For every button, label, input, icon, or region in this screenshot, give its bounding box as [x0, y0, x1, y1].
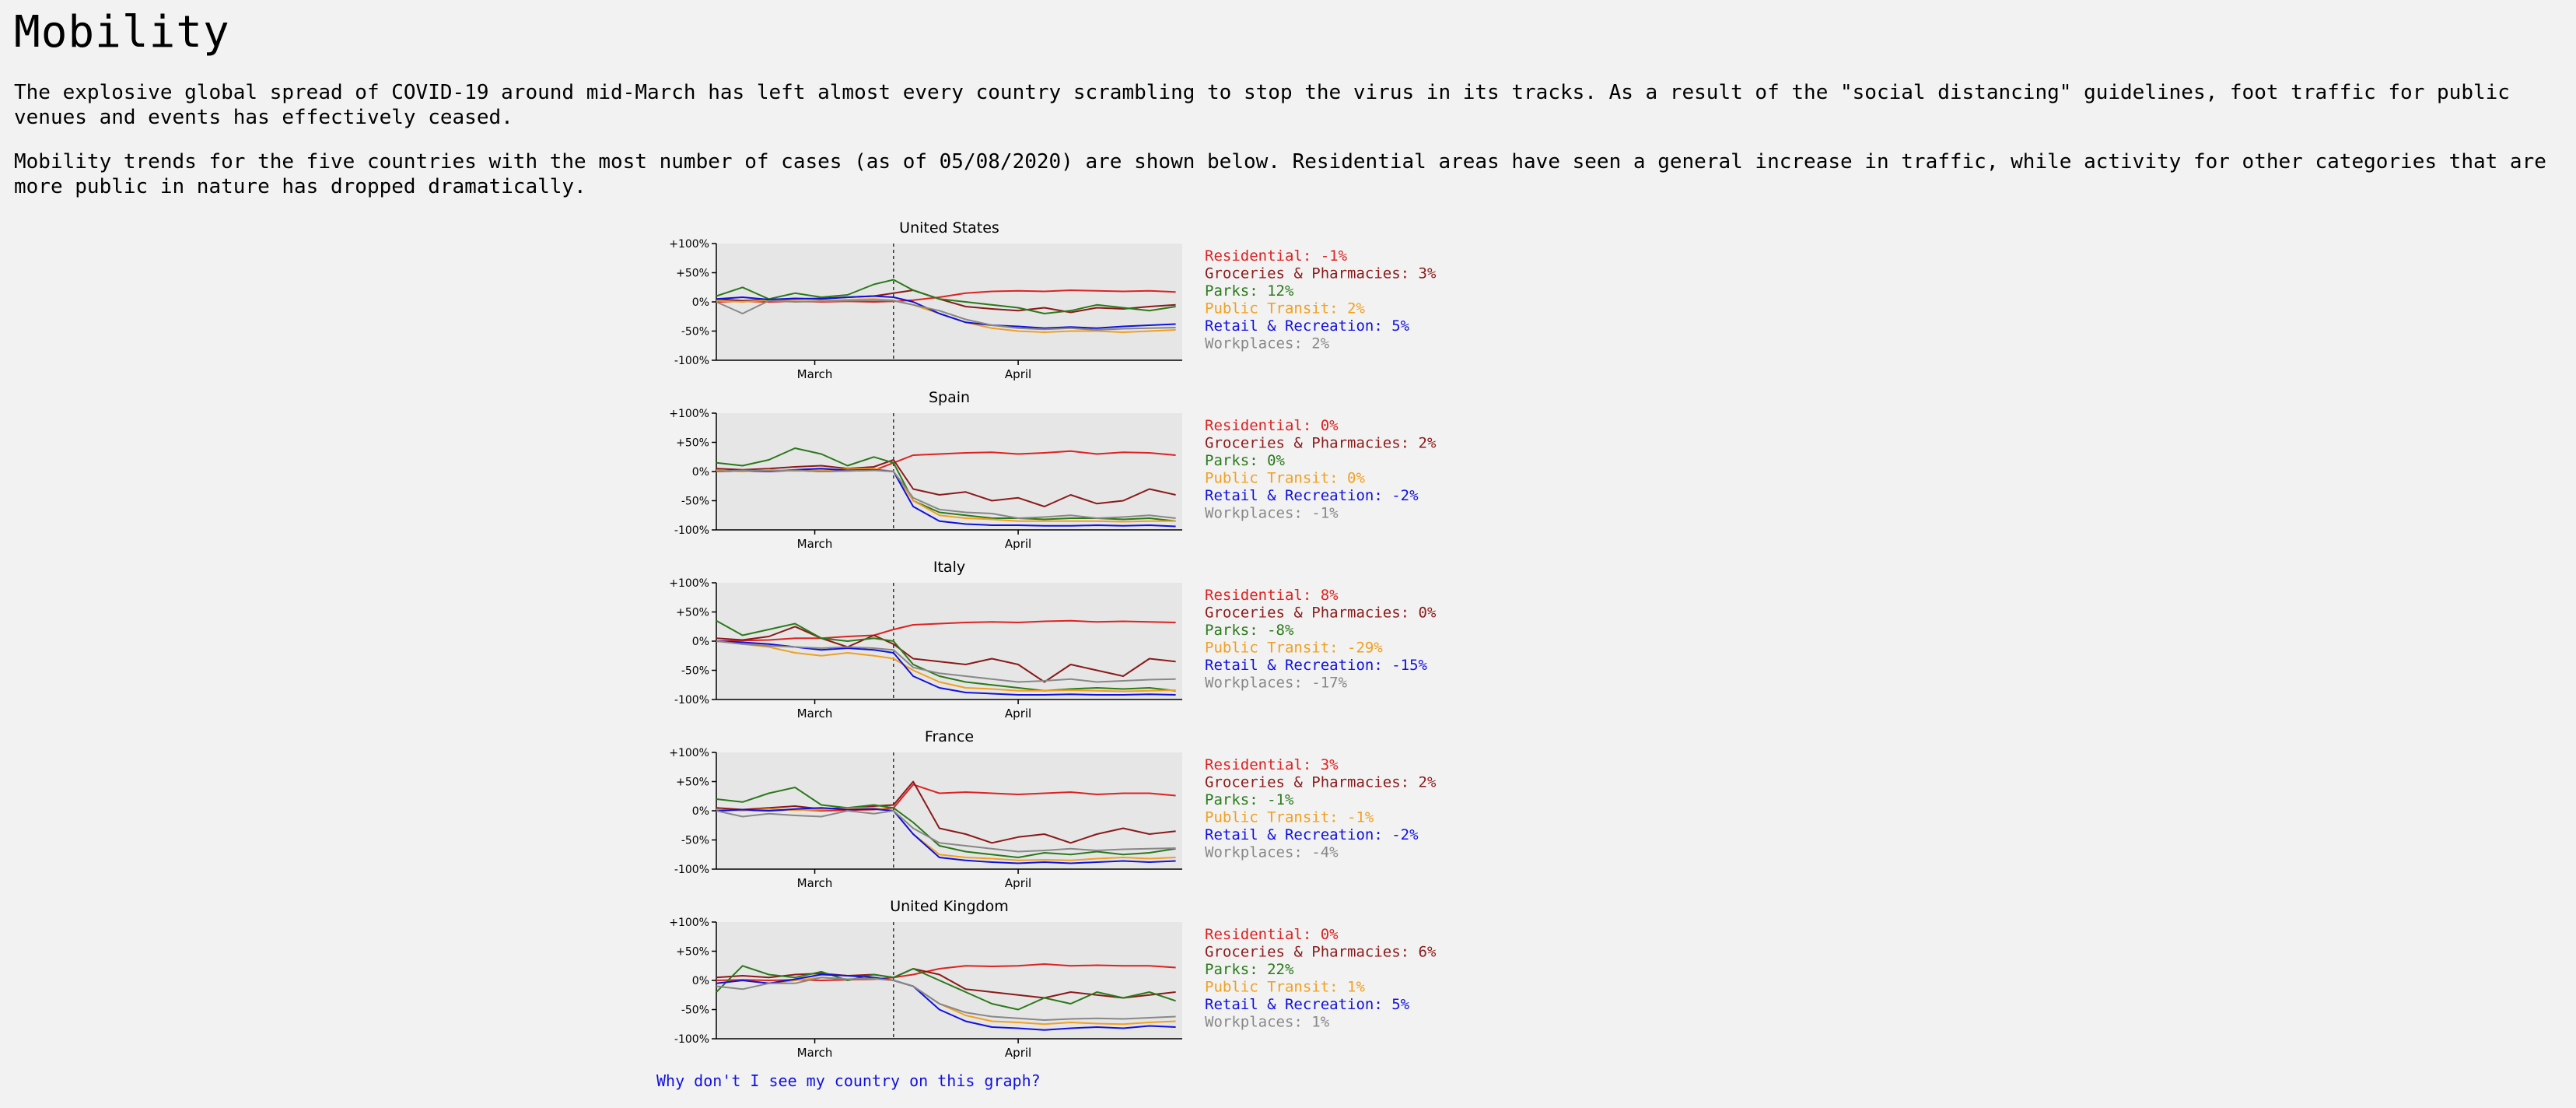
x-tick-label-france: April: [1005, 876, 1031, 890]
x-tick-label-spain: March: [797, 537, 833, 551]
legend-entry-spain: Residential: 0%: [1205, 417, 1339, 434]
series-line-france-retail-recreation: [716, 807, 1176, 864]
page-title: Mobility: [14, 7, 230, 58]
legend-entry-france: Workplaces: -4%: [1205, 844, 1339, 861]
y-tick-label-spain: +50%: [676, 437, 709, 450]
legend-entry-italy: Public Transit: -29%: [1205, 640, 1383, 657]
x-tick-label-united-kingdom: April: [1005, 1046, 1031, 1060]
chart-title-spain: Spain: [929, 389, 970, 406]
intro-paragraph: The explosive global spread of COVID-19 …: [14, 81, 2510, 129]
chart-title-united-kingdom: United Kingdom: [890, 898, 1009, 915]
series-line-france-groceries-pharmacies: [716, 780, 1176, 844]
legend-entry-france: Residential: 3%: [1205, 756, 1339, 773]
x-tick-label-united-states: April: [1005, 367, 1031, 381]
series-line-italy-workplaces: [716, 640, 1176, 683]
legend-entry-united-kingdom: Parks: 22%: [1205, 961, 1294, 978]
plot-background-italy: [716, 583, 1182, 700]
y-tick-label-france: -50%: [681, 835, 709, 847]
legend-entry-spain: Workplaces: -1%: [1205, 505, 1339, 522]
series-line-italy-residential: [716, 619, 1176, 642]
y-tick-label-spain: 0%: [692, 466, 709, 479]
y-tick-label-united-kingdom: -100%: [674, 1033, 709, 1046]
legend-entry-france: Retail & Recreation: -2%: [1205, 826, 1419, 843]
series-line-united-kingdom-groceries-pharmacies: [716, 968, 1176, 999]
legend-entry-united-states: Residential: -1%: [1205, 247, 1348, 265]
series-line-france-public-transit: [716, 807, 1176, 861]
x-tick-label-spain: April: [1005, 537, 1031, 551]
legend-entry-italy: Groceries & Pharmacies: 0%: [1205, 605, 1437, 622]
legend-entry-spain: Public Transit: 0%: [1205, 470, 1365, 487]
x-tick-label-italy: April: [1005, 707, 1031, 721]
legend-entry-france: Groceries & Pharmacies: 2%: [1205, 774, 1437, 791]
y-tick-label-france: +100%: [669, 747, 709, 759]
legend-entry-united-states: Retail & Recreation: 5%: [1205, 317, 1410, 335]
legend-entry-united-kingdom: Workplaces: 1%: [1205, 1014, 1330, 1031]
y-tick-label-spain: +100%: [669, 408, 709, 420]
series-line-france-workplaces: [716, 810, 1176, 853]
y-tick-label-france: -100%: [674, 864, 709, 876]
y-tick-label-united-kingdom: +50%: [676, 946, 709, 959]
x-tick-label-united-states: March: [797, 367, 833, 381]
why-no-country-link[interactable]: Why don't I see my country on this graph…: [656, 1071, 1041, 1090]
legend-entry-france: Public Transit: -1%: [1205, 809, 1374, 826]
y-tick-label-italy: -100%: [674, 694, 709, 707]
y-tick-label-united-states: +50%: [676, 268, 709, 280]
legend-entry-italy: Parks: -8%: [1205, 622, 1294, 639]
series-line-spain-groceries-pharmacies: [716, 459, 1176, 507]
y-tick-label-united-kingdom: 0%: [692, 975, 709, 987]
legend-entry-united-kingdom: Public Transit: 1%: [1205, 979, 1365, 996]
series-line-united-states-retail-recreation: [716, 295, 1176, 329]
y-tick-label-italy: 0%: [692, 636, 709, 648]
series-line-united-kingdom-retail-recreation: [716, 973, 1176, 1031]
legend-entry-spain: Parks: 0%: [1205, 452, 1286, 469]
legend-entry-italy: Residential: 8%: [1205, 587, 1339, 604]
x-tick-label-united-kingdom: March: [797, 1046, 833, 1060]
y-tick-label-spain: -100%: [674, 524, 709, 537]
series-line-france-parks: [716, 787, 1176, 858]
y-tick-label-united-kingdom: +100%: [669, 917, 709, 929]
chart-title-united-states: United States: [899, 219, 999, 237]
legend-entry-spain: Groceries & Pharmacies: 2%: [1205, 435, 1437, 452]
legend-entry-france: Parks: -1%: [1205, 791, 1294, 808]
series-line-italy-groceries-pharmacies: [716, 626, 1176, 683]
y-tick-label-italy: +100%: [669, 577, 709, 590]
y-tick-label-spain: -50%: [681, 496, 709, 508]
series-line-united-states-parks: [716, 279, 1176, 314]
description-paragraph: Mobility trends for the five countries w…: [14, 150, 2546, 198]
legend-entry-italy: Retail & Recreation: -15%: [1205, 657, 1428, 674]
y-tick-label-united-states: +100%: [669, 238, 709, 251]
legend-entry-united-kingdom: Residential: 0%: [1205, 926, 1339, 943]
series-line-united-kingdom-workplaces: [716, 977, 1176, 1021]
y-tick-label-france: +50%: [676, 777, 709, 789]
series-line-spain-workplaces: [716, 469, 1176, 519]
legend-entry-united-states: Parks: 12%: [1205, 282, 1294, 300]
series-line-united-states-workplaces: [716, 299, 1176, 331]
y-tick-label-united-kingdom: -50%: [681, 1005, 709, 1017]
series-line-italy-parks: [716, 619, 1176, 692]
chart-title-italy: Italy: [933, 559, 965, 576]
legend-entry-spain: Retail & Recreation: -2%: [1205, 487, 1419, 504]
legend-entry-united-kingdom: Groceries & Pharmacies: 6%: [1205, 944, 1437, 961]
y-tick-label-united-states: -100%: [674, 355, 709, 367]
legend-entry-united-kingdom: Retail & Recreation: 5%: [1205, 996, 1410, 1013]
chart-title-france: France: [925, 728, 974, 745]
legend-entry-united-states: Public Transit: 2%: [1205, 300, 1365, 317]
legend-entry-united-states: Groceries & Pharmacies: 3%: [1205, 265, 1437, 282]
series-line-italy-public-transit: [716, 640, 1176, 692]
legend-entry-united-states: Workplaces: 2%: [1205, 335, 1330, 352]
y-tick-label-italy: -50%: [681, 665, 709, 678]
y-tick-label-france: 0%: [692, 805, 709, 818]
legend-entry-italy: Workplaces: -17%: [1205, 675, 1348, 692]
y-tick-label-italy: +50%: [676, 607, 709, 619]
series-line-united-kingdom-parks: [716, 965, 1176, 1011]
x-tick-label-france: March: [797, 876, 833, 890]
x-tick-label-italy: March: [797, 707, 833, 721]
y-tick-label-united-states: 0%: [692, 296, 709, 309]
y-tick-label-united-states: -50%: [681, 326, 709, 338]
